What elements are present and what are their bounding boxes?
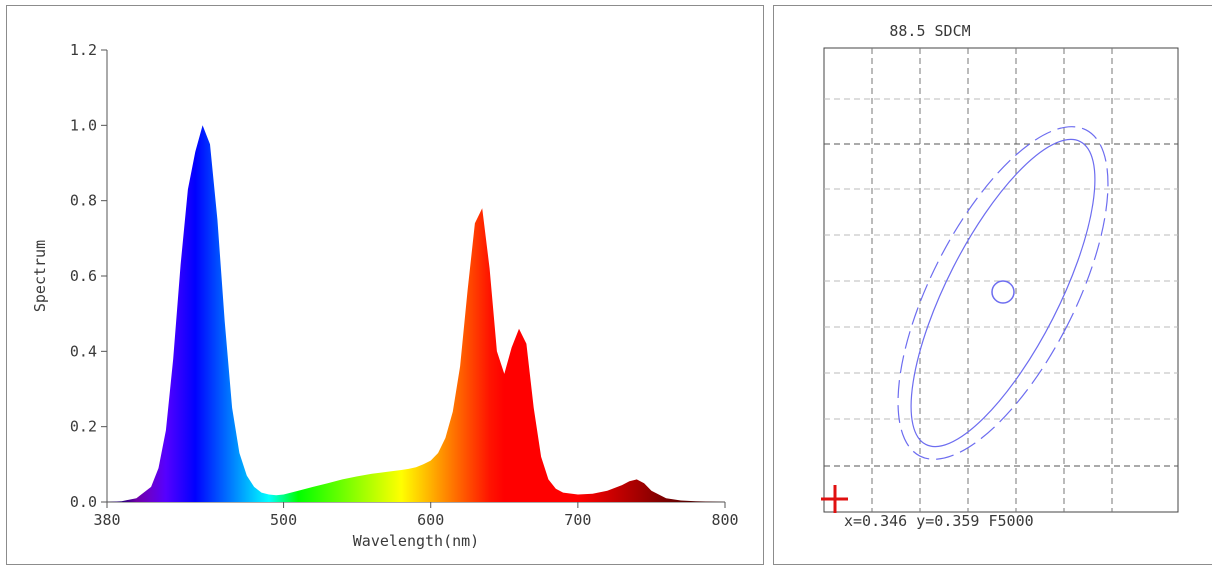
- coordinate-readout: x=0.346 y=0.359 F5000: [844, 512, 1034, 530]
- sdcm-plot-frame: [823, 47, 1179, 513]
- x-axis-title: Wavelength(nm): [353, 532, 479, 550]
- x-tick-label: 500: [270, 511, 297, 529]
- y-tick-label: 0.4: [70, 342, 97, 360]
- y-tick-label: 1.2: [70, 41, 97, 59]
- spectrum-area: [107, 125, 725, 503]
- x-tick-label: 700: [564, 511, 591, 529]
- y-tick-label: 0.8: [70, 192, 97, 210]
- sdcm-outer-ellipse: [897, 126, 1109, 460]
- y-tick-label: 1.0: [70, 116, 97, 134]
- y-tick-label: 0.6: [70, 267, 97, 285]
- x-tick-label: 800: [711, 511, 738, 529]
- sdcm-title: 88.5 SDCM: [889, 22, 970, 40]
- x-tick-label: 380: [93, 511, 120, 529]
- sdcm-chart: 88.5 SDCM x=0.346 y=0.359 F5000: [821, 22, 1179, 530]
- y-axis-title: Spectrum: [31, 240, 49, 312]
- sdcm-ellipse: [910, 138, 1096, 448]
- y-tick-label: 0.2: [70, 418, 97, 436]
- y-tick-label: 0.0: [70, 493, 97, 511]
- spectrum-chart: 0.0 0.2 0.4 0.6 0.8 1.0 1.2 380 500 600 700 800 Wave…: [31, 41, 739, 550]
- spectrum-chart-panel: 0.0 0.2 0.4 0.6 0.8 1.0 1.2 380 500 600 700 800 Wave…: [6, 5, 764, 565]
- x-tick-label: 600: [417, 511, 444, 529]
- sdcm-center-circle: [991, 280, 1015, 304]
- sdcm-chart-panel: 88.5 SDCM x=0.346 y=0.359 F5000: [773, 5, 1212, 565]
